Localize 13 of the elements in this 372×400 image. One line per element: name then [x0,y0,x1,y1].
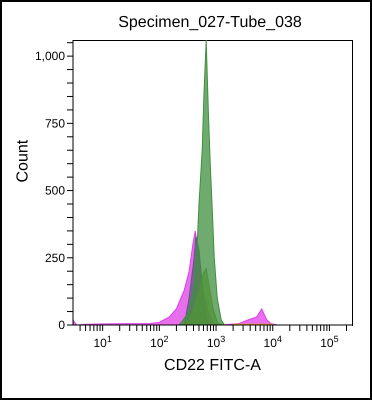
x-tick-label: 10$^{3}$ [206,334,226,350]
y-tick-label: 0 [58,318,66,332]
y-axis-title: Count [14,139,32,182]
x-tick-label: 10$^{5}$ [320,334,339,350]
y-tick-label: 750 [44,116,66,130]
x-tick-label: 10$^{1}$ [93,334,112,350]
y-tick-label: 500 [44,184,66,198]
x-axis-title: CD22 FITC-A [164,357,262,374]
chart-title: Specimen_027-Tube_038 [117,14,303,32]
y-tick-label: 250 [44,250,66,265]
y-tick-label: 1,000 [34,49,66,64]
x-tick-label: 10$^{4}$ [264,334,282,350]
x-tick-label: 10$^{2}$ [150,334,169,350]
